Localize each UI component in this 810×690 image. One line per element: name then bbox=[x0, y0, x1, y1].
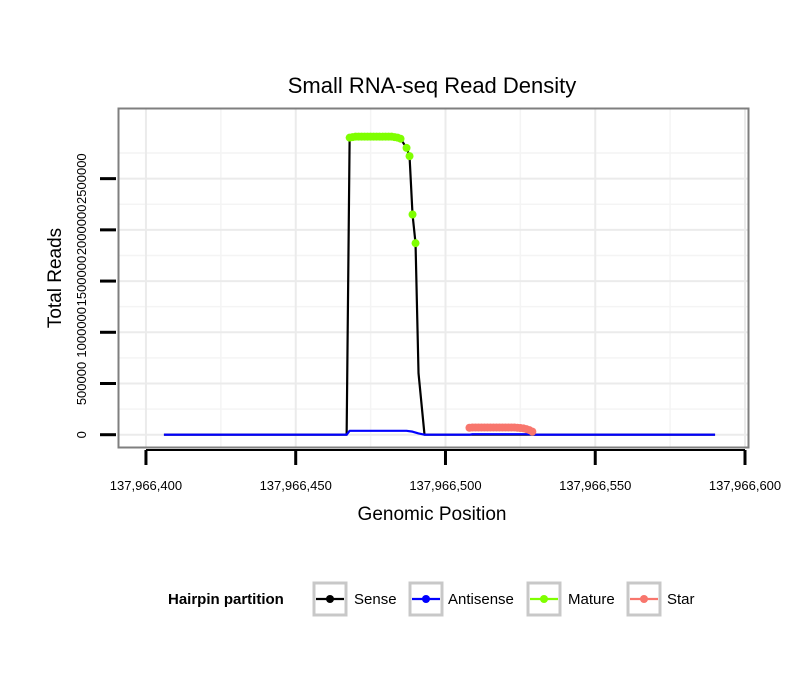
mature-point bbox=[402, 143, 411, 152]
sense-series-line bbox=[163, 136, 716, 436]
legend-label-mature: Mature bbox=[568, 591, 615, 608]
legend-point-star bbox=[640, 595, 648, 603]
plot-grid bbox=[119, 109, 748, 447]
y-axis-title: Total Reads bbox=[45, 228, 66, 328]
legend-point-sense bbox=[326, 595, 334, 603]
x-axis-title: Genomic Position bbox=[358, 504, 507, 525]
x-tick-label: 137,966,500 bbox=[409, 478, 481, 493]
y-tick-label: 2500000 bbox=[74, 153, 89, 204]
antisense-series-line bbox=[163, 429, 716, 436]
chart-title: Small RNA-seq Read Density bbox=[288, 73, 577, 98]
x-tick-label: 137,966,400 bbox=[110, 478, 182, 493]
legend-label-antisense: Antisense bbox=[448, 591, 514, 608]
mature-point bbox=[408, 210, 417, 219]
legend-label-sense: Sense bbox=[354, 591, 397, 608]
y-tick-label: 500000 bbox=[74, 362, 89, 405]
legend-title: Hairpin partition bbox=[168, 591, 284, 608]
mature-point bbox=[396, 134, 405, 143]
x-tick-label: 137,966,600 bbox=[709, 478, 781, 493]
legend-label-star: Star bbox=[667, 591, 695, 608]
y-tick-label: 2000000 bbox=[74, 205, 89, 256]
x-tick-label: 137,966,550 bbox=[559, 478, 631, 493]
plot-series bbox=[163, 132, 716, 436]
mature-point bbox=[405, 152, 414, 161]
x-tick-label: 137,966,450 bbox=[260, 478, 332, 493]
star-point bbox=[528, 427, 537, 436]
mature-point bbox=[411, 239, 420, 248]
legend: Hairpin partition Sense Antisense Mature St… bbox=[168, 581, 695, 617]
y-tick-label: 0 bbox=[74, 431, 89, 438]
legend-point-mature bbox=[540, 595, 548, 603]
y-tick-label: 1000000 bbox=[74, 307, 89, 358]
legend-point-antisense bbox=[422, 595, 430, 603]
y-tick-label: 1500000 bbox=[74, 256, 89, 307]
plot-axes: 137,966,400 137,966,450 137,966,500 137,966… bbox=[74, 153, 781, 493]
plot-panel-border bbox=[117, 107, 750, 449]
